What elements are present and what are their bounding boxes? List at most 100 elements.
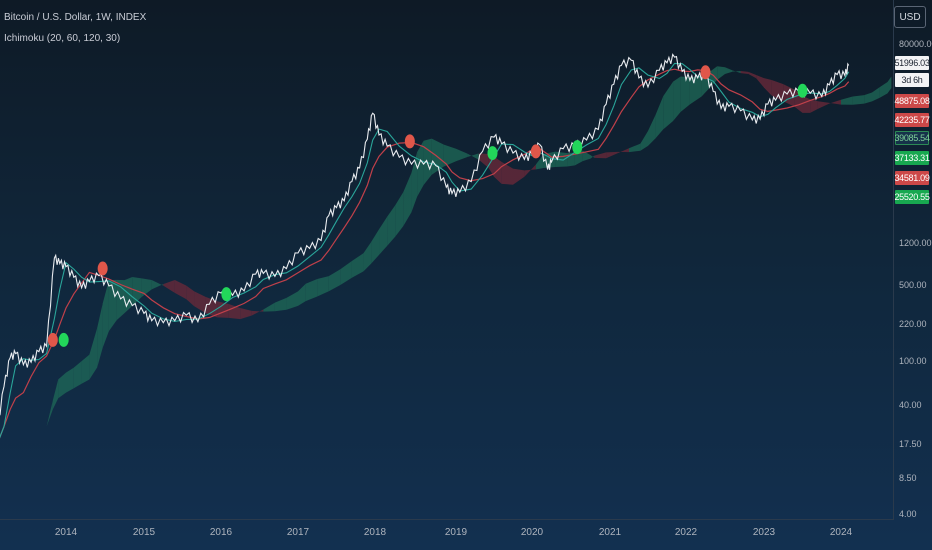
currency-button[interactable]: USD	[894, 6, 926, 28]
kijun-line	[0, 68, 850, 439]
cloud-segment	[38, 426, 47, 447]
price-tag: 39085.54	[894, 131, 930, 145]
cloud-segment	[73, 361, 82, 389]
cloud-segment	[379, 216, 388, 255]
buy-signal-marker	[58, 332, 69, 347]
cloud-segment	[340, 260, 352, 286]
cloud-segment	[403, 172, 412, 227]
cloud-segment	[328, 269, 341, 292]
cloud-segment	[58, 372, 66, 399]
sell-signal-marker	[530, 144, 541, 159]
tenkan-line	[0, 62, 850, 439]
price-tick-label: 100.00	[899, 356, 927, 367]
indicator-legend[interactable]: Ichimoku (20, 60, 120, 30)	[4, 33, 121, 44]
cloud-segment	[864, 92, 872, 104]
cloud-segment	[524, 164, 536, 177]
buy-signal-marker	[572, 140, 583, 155]
price-tick-label: 220.00	[899, 318, 927, 329]
cloud-segment	[764, 78, 772, 96]
cloud-segment	[783, 84, 795, 107]
cloud-segment	[629, 143, 641, 153]
cloud-segment	[417, 140, 424, 197]
time-tick-label: 2014	[54, 527, 78, 538]
price-tick-label: 80000.00	[899, 39, 932, 49]
cloud-segment	[594, 152, 607, 159]
time-tick-label: 2019	[444, 527, 468, 538]
cloud-segment	[66, 367, 74, 393]
chart-title: Bitcoin / U.S. Dollar, 1W, INDEX	[4, 12, 147, 23]
time-tick-label: 2023	[752, 527, 776, 538]
cloud-segment	[31, 446, 39, 460]
cloud-segment	[582, 150, 591, 162]
cloud-segment	[748, 71, 757, 79]
price-tick-label: 4.00	[899, 509, 917, 519]
cloud-segment	[395, 191, 404, 237]
cloud-segment	[802, 96, 811, 113]
time-tick-label: 2017	[286, 527, 310, 538]
cloud-segment	[274, 297, 287, 312]
sell-signal-marker	[404, 134, 415, 149]
price-tag: 42235.77	[894, 113, 930, 127]
sell-signal-marker	[97, 261, 108, 276]
cloud-segment	[829, 99, 841, 105]
cloud-segment	[617, 148, 629, 154]
time-tick-label: 2016	[209, 527, 233, 538]
cloud-segment	[317, 276, 329, 297]
cloud-segment	[852, 95, 865, 105]
cloud-segment	[535, 153, 544, 170]
cloud-segment	[298, 283, 306, 306]
ichimoku-cloud	[31, 66, 892, 460]
cloud-segment	[740, 71, 749, 74]
cloud-segment	[771, 80, 784, 102]
time-tick-label: 2015	[132, 527, 156, 538]
cloud-segment	[841, 96, 853, 105]
time-tick-label: 2021	[598, 527, 622, 538]
cloud-segment	[663, 81, 674, 130]
cloud-segment	[689, 76, 702, 105]
cloud-segment	[97, 303, 103, 368]
cloud-segment	[879, 82, 888, 98]
cloud-segment	[810, 99, 818, 113]
cloud-segment	[478, 153, 489, 169]
buy-signal-marker	[487, 146, 498, 161]
cloud-segment	[640, 130, 648, 151]
cloud-segment	[163, 280, 175, 293]
cloud-segment	[194, 291, 206, 314]
cloud-segment	[251, 309, 264, 316]
cloud-segment	[46, 400, 53, 427]
cloud-segment	[81, 354, 90, 384]
cloud-segment	[817, 101, 830, 109]
cloud-segment	[872, 87, 880, 102]
price-series-group	[0, 53, 850, 416]
price-tick-label: 40.00	[899, 399, 922, 410]
cloud-segment	[263, 302, 275, 312]
price-tick-label: 1200.00	[899, 238, 932, 249]
price-tag: 51996.03	[894, 56, 930, 70]
time-axis-border	[0, 519, 893, 520]
price-tag: 25520.55	[894, 190, 930, 204]
cloud-segment	[228, 303, 241, 320]
cloud-segment	[186, 285, 195, 307]
cloud-segment	[108, 279, 117, 332]
cloud-segment	[655, 96, 664, 139]
cloud-segment	[286, 291, 298, 310]
kijun-line-group	[0, 68, 850, 439]
cloud-segment	[363, 241, 372, 272]
cloud-segment	[590, 155, 595, 159]
price-line	[0, 53, 850, 416]
cloud-segment	[141, 278, 152, 298]
cloud-segment	[411, 152, 418, 213]
cloud-segment	[756, 75, 764, 88]
cloud-segment	[240, 308, 252, 320]
cloud-segment	[606, 151, 618, 159]
cloud-segment	[725, 67, 733, 75]
tenkan-line-group	[0, 62, 850, 439]
cloud-segment	[124, 277, 133, 314]
cloud-segment	[467, 153, 479, 160]
cloud-segment	[887, 76, 892, 94]
price-tick-label: 8.50	[899, 473, 917, 484]
cloud-segment	[371, 229, 380, 264]
cloud-segment	[717, 66, 725, 80]
sell-signal-marker	[700, 65, 711, 80]
